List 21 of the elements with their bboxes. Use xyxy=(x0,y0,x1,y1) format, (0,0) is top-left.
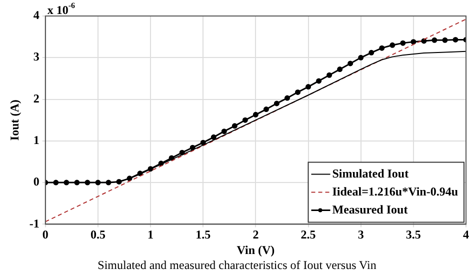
x-tick-label: 3.5 xyxy=(406,227,421,242)
x-tick-label: 0 xyxy=(42,227,48,242)
legend-label: Iideal=1.216u*Vin-0.94u xyxy=(332,184,458,198)
x-tick-label: 0.5 xyxy=(90,227,106,242)
x-tick-label: 2.5 xyxy=(300,227,316,242)
legend-label: Simulated Iout xyxy=(332,166,409,180)
y-axis-title: Iout (A) xyxy=(7,100,22,141)
x-tick-label: 3 xyxy=(358,227,364,242)
y-tick-label: 1 xyxy=(33,133,40,148)
y-tick-label: -1 xyxy=(29,216,40,230)
x-tick-label: 4 xyxy=(463,227,469,242)
text: Simulated and measured characteristics of Iout versus Vin xyxy=(98,258,376,272)
legend-label: Measured Iout xyxy=(332,202,408,216)
x-axis-title: Vin (V) xyxy=(236,242,275,257)
y-tick-label: 3 xyxy=(33,50,40,64)
y-tick-label: 2 xyxy=(33,91,40,106)
x-tick-label: 1.5 xyxy=(196,227,211,242)
y-tick-label: 0 xyxy=(33,174,40,189)
y-tick-label: 4 xyxy=(33,8,40,22)
x-tick-label: 2 xyxy=(252,227,259,242)
x-tick-label: 1 xyxy=(148,227,154,242)
